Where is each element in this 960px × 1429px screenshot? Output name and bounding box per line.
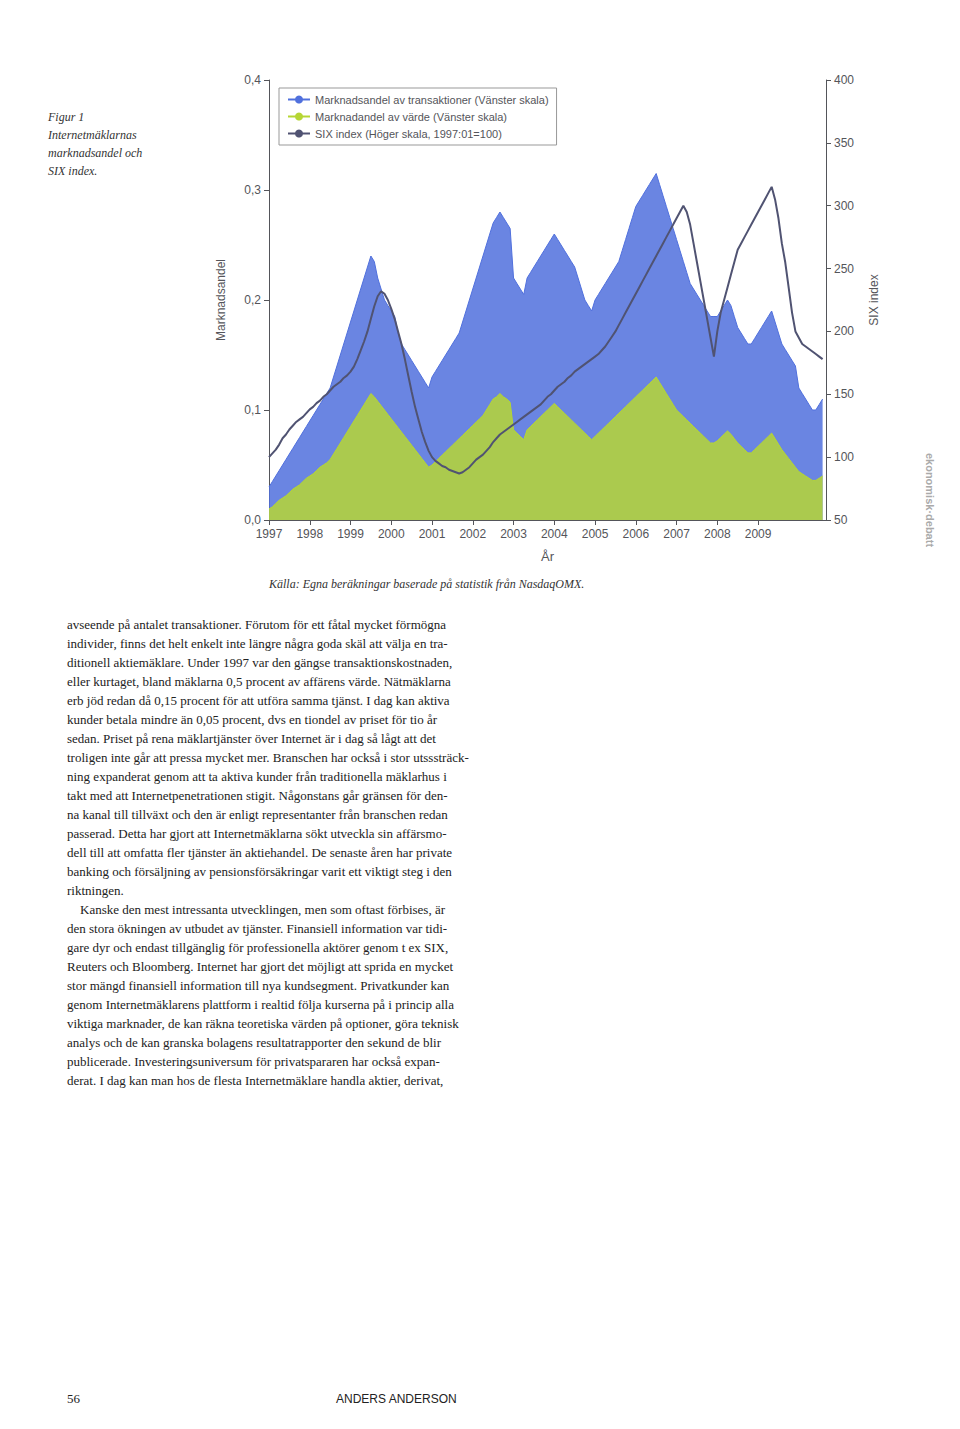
- svg-text:SIX index: SIX index: [867, 274, 881, 325]
- svg-text:2003: 2003: [500, 527, 527, 541]
- svg-text:troligen inte går att pressa m: troligen inte går att pressa mycket mer.…: [67, 750, 469, 765]
- svg-text:passerad. Detta har gjort att: passerad. Detta har gjort att Internetmä…: [67, 826, 447, 841]
- svg-text:200: 200: [834, 324, 854, 338]
- svg-text:erb jöd redan då 0,15 procent: erb jöd redan då 0,15 procent för att ut…: [67, 693, 450, 708]
- svg-text:Reuters och Bloomberg. Interne: Reuters och Bloomberg. Internet har gjor…: [67, 959, 453, 974]
- svg-text:1998: 1998: [296, 527, 323, 541]
- svg-text:År: År: [541, 549, 555, 564]
- svg-text:Kanske den mest intressanta ut: Kanske den mest intressanta utvecklingen…: [67, 902, 446, 917]
- svg-text:0,2: 0,2: [244, 293, 261, 307]
- svg-text:banking och försäljning av pen: banking och försäljning av pensionsförsä…: [67, 864, 452, 879]
- svg-text:analys och de kan granska bola: analys och de kan granska bolagens resul…: [67, 1035, 442, 1050]
- svg-text:sedan. Priset på rena mäklartj: sedan. Priset på rena mäklartjänster öve…: [67, 731, 436, 746]
- svg-text:takt med att Internetpenetrati: takt med att Internetpenetrationen stigi…: [67, 788, 448, 803]
- svg-text:dell till att omfatta fler tjä: dell till att omfatta fler tjänster än a…: [67, 845, 452, 860]
- svg-text:gare dyr och endast tillgängli: gare dyr och endast tillgänglig för prof…: [67, 940, 448, 955]
- svg-text:2007: 2007: [663, 527, 690, 541]
- svg-text:den stora ökningen av utbudet: den stora ökningen av utbudet av tjänste…: [67, 921, 447, 936]
- svg-text:100: 100: [834, 450, 854, 464]
- svg-text:derat. I dag kan man hos de fl: derat. I dag kan man hos de flesta Inter…: [67, 1073, 443, 1088]
- svg-text:Figur 1: Figur 1: [47, 110, 84, 124]
- svg-text:kunder betala mindre än 0,05 p: kunder betala mindre än 0,05 procent, dv…: [67, 712, 438, 727]
- svg-text:2002: 2002: [459, 527, 486, 541]
- svg-text:Marknadandel av värde (Vänster: Marknadandel av värde (Vänster skala): [315, 111, 507, 123]
- svg-text:1997: 1997: [256, 527, 283, 541]
- svg-text:0,1: 0,1: [244, 403, 261, 417]
- svg-text:2006: 2006: [622, 527, 649, 541]
- svg-text:400: 400: [834, 73, 854, 87]
- svg-text:350: 350: [834, 136, 854, 150]
- svg-text:0,4: 0,4: [244, 73, 261, 87]
- svg-text:56: 56: [67, 1391, 81, 1406]
- svg-text:avseende på antalet transaktio: avseende på antalet transaktioner. Förut…: [67, 617, 446, 632]
- svg-text:ANDERS ANDERSON: ANDERS ANDERSON: [336, 1392, 457, 1406]
- svg-text:250: 250: [834, 262, 854, 276]
- svg-text:Marknadsandel av transaktioner: Marknadsandel av transaktioner (Vänster …: [315, 94, 549, 106]
- svg-text:300: 300: [834, 199, 854, 213]
- svg-text:2005: 2005: [582, 527, 609, 541]
- svg-text:1999: 1999: [337, 527, 364, 541]
- svg-text:2008: 2008: [704, 527, 731, 541]
- svg-text:eller kurtaget, bland mäklarna: eller kurtaget, bland mäklarna 0,5 proce…: [67, 674, 451, 689]
- svg-text:2001: 2001: [419, 527, 446, 541]
- svg-text:viktiga marknader, de kan räkn: viktiga marknader, de kan räkna teoretis…: [67, 1016, 459, 1031]
- svg-text:2000: 2000: [378, 527, 405, 541]
- svg-text:Marknadsandel: Marknadsandel: [214, 259, 228, 341]
- svg-text:0,3: 0,3: [244, 183, 261, 197]
- svg-text:stor mängd finansiell informat: stor mängd finansiell information till n…: [67, 978, 450, 993]
- svg-text:SIX index.: SIX index.: [48, 164, 97, 178]
- svg-text:na kanal till tillväxt och den: na kanal till tillväxt och den är enligt…: [67, 807, 448, 822]
- svg-text:2004: 2004: [541, 527, 568, 541]
- svg-text:SIX index (Höger skala, 1997:0: SIX index (Höger skala, 1997:01=100): [315, 128, 502, 140]
- svg-text:individer, finns det helt enke: individer, finns det helt enkelt inte lä…: [67, 636, 448, 651]
- svg-text:50: 50: [834, 513, 848, 527]
- svg-text:ekonomisk·debatt: ekonomisk·debatt: [924, 453, 936, 547]
- svg-text:ning expanderat genom att ta a: ning expanderat genom att ta aktiva kund…: [67, 769, 447, 784]
- svg-text:Källa: Egna beräkningar basera: Källa: Egna beräkningar baserade på stat…: [268, 577, 584, 591]
- svg-text:2009: 2009: [745, 527, 772, 541]
- svg-text:Internetmäklarnas: Internetmäklarnas: [47, 128, 137, 142]
- svg-text:ditionell aktiemäklare. Under: ditionell aktiemäklare. Under 1997 var d…: [67, 655, 452, 670]
- svg-text:marknadsandel och: marknadsandel och: [48, 146, 142, 160]
- svg-text:riktningen.: riktningen.: [67, 883, 124, 898]
- svg-text:0,0: 0,0: [244, 513, 261, 527]
- svg-text:publicerade. Investeringsunive: publicerade. Investeringsuniversum för p…: [67, 1054, 440, 1069]
- svg-text:genom Internetmäklarens plattf: genom Internetmäklarens plattform i real…: [67, 997, 454, 1012]
- svg-text:150: 150: [834, 387, 854, 401]
